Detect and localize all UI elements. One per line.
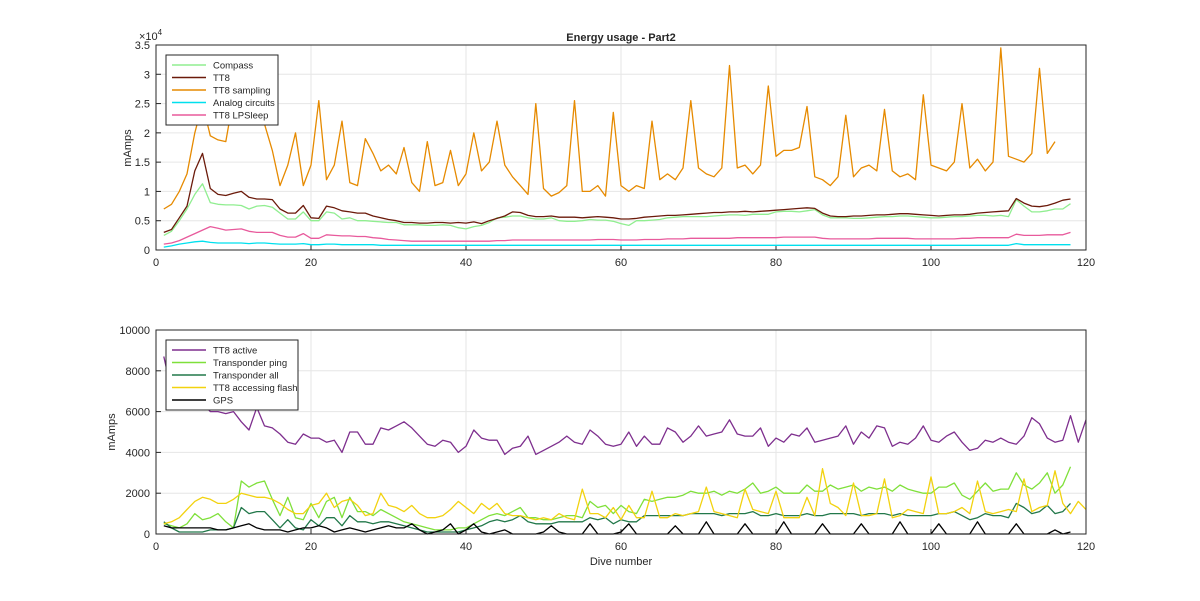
y-tick-label: 6000 <box>126 407 150 419</box>
x-tick-label: 40 <box>460 257 472 269</box>
legend-entry: TT8 accessing flash <box>213 383 297 394</box>
legend-entry: Analog circuits <box>213 98 275 109</box>
y-axis-label: mAmps <box>122 129 134 167</box>
series-line-tt8-sampling <box>163 47 1056 210</box>
legend-entry: Transponder ping <box>213 358 287 369</box>
y-tick-label: 0 <box>144 245 150 257</box>
legend-entry: TT8 active <box>213 346 257 357</box>
x-tick-label: 80 <box>770 541 782 553</box>
x-tick-label: 60 <box>615 257 627 269</box>
y-tick-label: 4000 <box>126 447 150 459</box>
top-axes: Energy usage - Part2 ×104 mAmps 0 20 40 60 8… <box>122 28 1095 269</box>
series-line-tt8-accessing-flash <box>163 468 1087 525</box>
legend-entry: TT8 <box>213 73 230 84</box>
series-line-tt8-lpsleep <box>163 225 1071 245</box>
legend-entry: Compass <box>213 61 253 72</box>
y-tick-label: 2000 <box>126 488 150 500</box>
y-tick-label: 10000 <box>119 325 150 337</box>
x-tick-label: 120 <box>1077 541 1095 553</box>
chart-title: Energy usage - Part2 <box>566 32 675 44</box>
series-line-transponder-all <box>163 502 1071 533</box>
y-tick-label: 0.5 <box>135 216 150 228</box>
y-exponent-label: ×104 <box>139 28 163 43</box>
legend-entry: GPS <box>213 396 233 407</box>
y-tick-label: 0 <box>144 529 150 541</box>
legend-entry: TT8 sampling <box>213 86 271 97</box>
axes-frame <box>155 44 1087 251</box>
y-tick-label: 2.5 <box>135 99 150 111</box>
x-tick-label: 120 <box>1077 257 1095 269</box>
y-tick-label: 3.5 <box>135 40 150 52</box>
series-line-transponder-ping <box>163 466 1072 531</box>
series-line-compass <box>163 183 1071 236</box>
x-tick-label: 0 <box>153 541 159 553</box>
x-tick-label: 60 <box>615 541 627 553</box>
y-tick-label: 1.5 <box>135 157 150 169</box>
legend-entry: TT8 LPSleep <box>213 111 268 122</box>
x-tick-label: 100 <box>922 257 940 269</box>
legend-entry: Transponder all <box>213 371 279 382</box>
x-tick-label: 0 <box>153 257 159 269</box>
x-axis-label: Dive number <box>590 556 653 568</box>
x-tick-label: 80 <box>770 257 782 269</box>
x-tick-label: 40 <box>460 541 472 553</box>
y-tick-label: 3 <box>144 69 150 81</box>
x-tick-label: 20 <box>305 257 317 269</box>
y-tick-label: 2 <box>144 128 150 140</box>
axes-frame <box>155 329 1087 535</box>
series-line-tt8 <box>163 152 1071 234</box>
y-axis-label: mAmps <box>106 413 118 451</box>
x-tick-label: 100 <box>922 541 940 553</box>
x-tick-label: 20 <box>305 541 317 553</box>
series-line-tt8-active <box>163 356 1087 456</box>
y-tick-label: 1 <box>144 186 150 198</box>
bottom-axes: mAmps Dive number 0 20 40 60 80 100 120 0 2000 40… <box>106 325 1095 568</box>
series-line-analog-circuits <box>163 240 1071 248</box>
y-tick-label: 8000 <box>126 366 150 378</box>
